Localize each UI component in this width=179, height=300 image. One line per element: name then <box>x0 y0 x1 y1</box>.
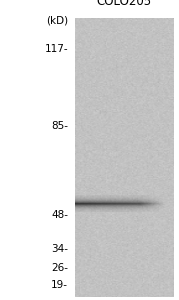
Text: 34-: 34- <box>51 244 68 254</box>
Text: COLO205: COLO205 <box>97 0 152 8</box>
Text: 48-: 48- <box>51 210 68 220</box>
Text: 26-: 26- <box>51 263 68 273</box>
Text: 117-: 117- <box>44 44 68 54</box>
Text: 19-: 19- <box>51 280 68 290</box>
Text: (kD): (kD) <box>46 16 68 26</box>
Text: 85-: 85- <box>51 121 68 131</box>
